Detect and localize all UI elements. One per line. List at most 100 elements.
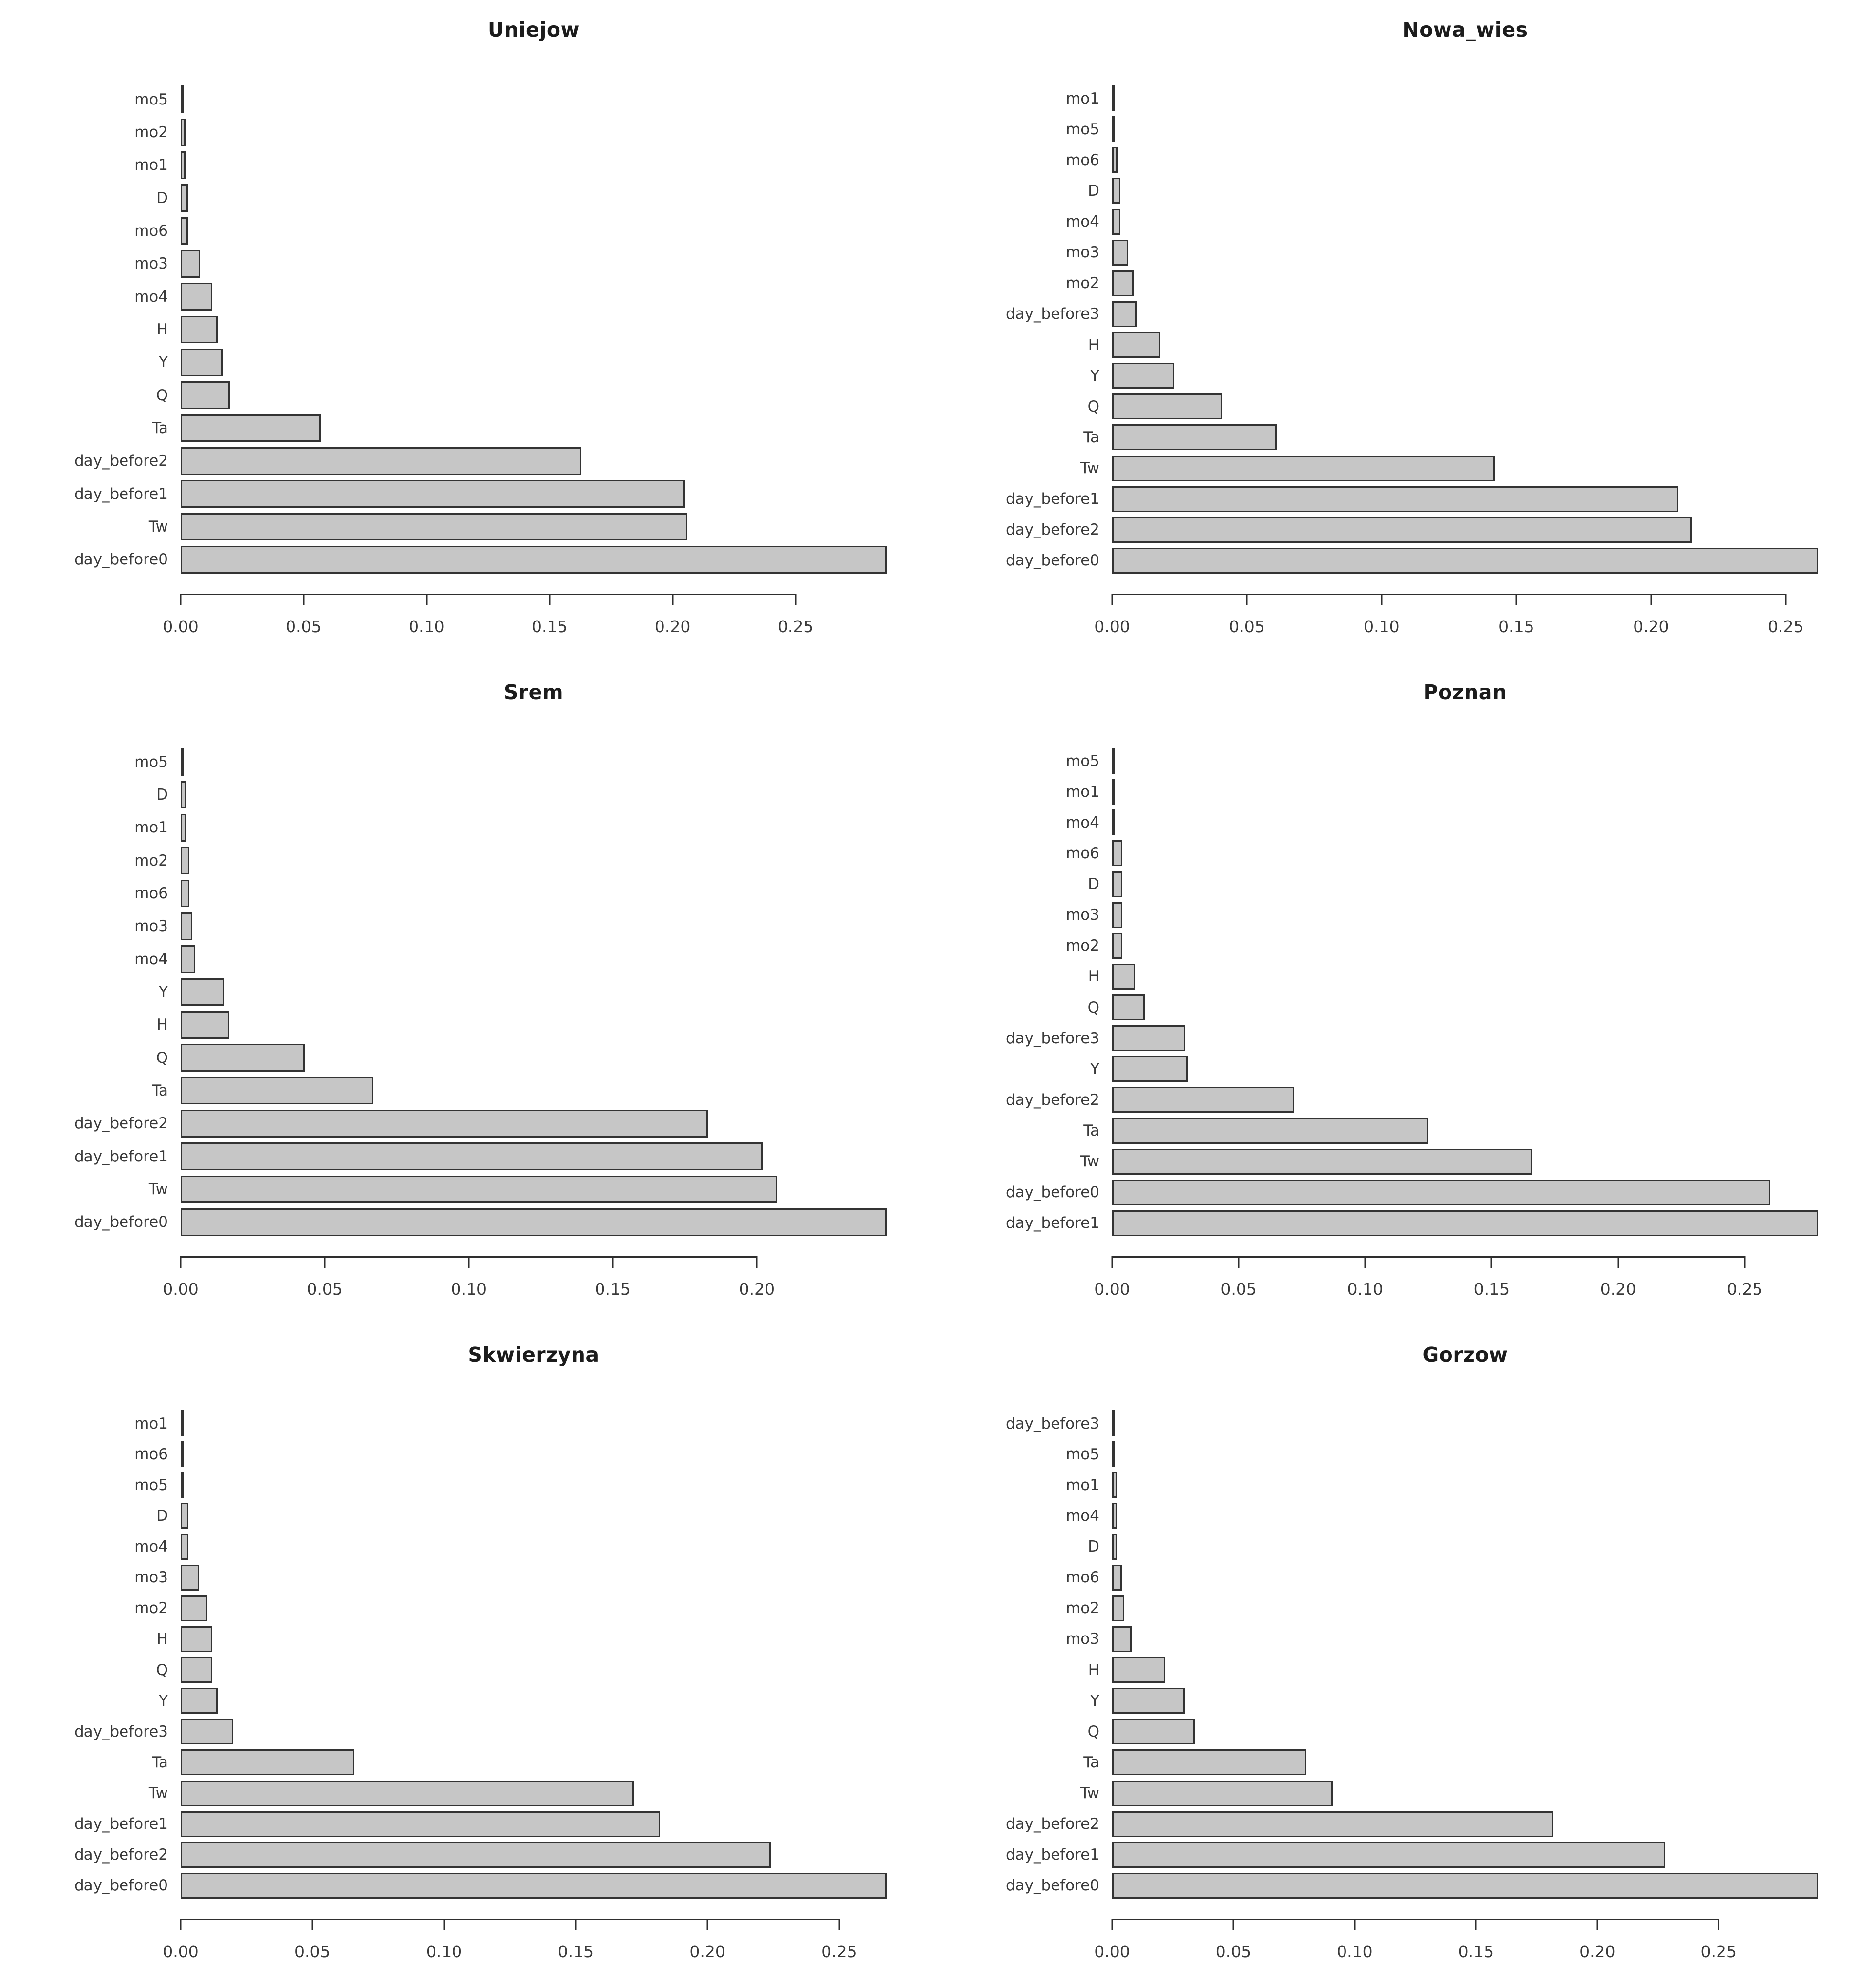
bar-row: Ta — [956, 1116, 1818, 1146]
bar-H — [1112, 963, 1135, 990]
axis-tick — [575, 1919, 577, 1930]
bar-row: mo1 — [24, 1408, 887, 1439]
bar-row: mo1 — [24, 811, 887, 844]
bar-label-mo5: mo5 — [134, 1476, 168, 1494]
bar-row: mo4 — [24, 280, 887, 313]
bar-track — [1112, 1439, 1818, 1470]
bar-label-Q: Q — [1087, 1722, 1099, 1740]
bar-mo1 — [181, 1410, 184, 1437]
bar-Tw — [181, 1780, 634, 1806]
bar-row: day_before1 — [24, 1140, 887, 1173]
bar-day_before3 — [1112, 1410, 1115, 1437]
bar-row: mo5 — [24, 1470, 887, 1500]
bar-row: day_before1 — [956, 484, 1818, 515]
bar-label-Ta: Ta — [152, 419, 168, 437]
bar-label-Tw: Tw — [1080, 1153, 1099, 1171]
axis-tick — [1475, 1919, 1477, 1930]
bar-track — [181, 1074, 887, 1107]
bar-row: day_before0 — [956, 1177, 1818, 1208]
bar-row: mo5 — [24, 83, 887, 116]
bar-row: Y — [956, 1054, 1818, 1084]
x-axis: 0.00 0.05 0.10 0.15 0.20 0.25 — [163, 1919, 887, 1982]
bar-track — [1112, 1747, 1818, 1778]
bar-track — [181, 379, 887, 412]
bar-row: H — [956, 961, 1818, 992]
bar-row: Q — [24, 1041, 887, 1074]
bar-row: Tw — [24, 1778, 887, 1809]
bar-label-day_before3: day_before3 — [74, 1722, 168, 1740]
bar-label-Tw: Tw — [148, 1784, 168, 1802]
bar-track — [181, 1562, 887, 1593]
bar-label-D: D — [156, 1507, 168, 1525]
bar-row: Q — [956, 391, 1818, 422]
bar-row: mo1 — [956, 776, 1818, 807]
bar-track — [1112, 1593, 1818, 1624]
bar-mo4 — [1112, 809, 1115, 836]
bar-mo5 — [1112, 748, 1115, 774]
bar-label-day_before1: day_before1 — [74, 1147, 168, 1165]
bar-row: day_before1 — [956, 1840, 1818, 1870]
bar-track — [181, 1532, 887, 1562]
bar-row: mo3 — [956, 237, 1818, 268]
bar-track — [181, 1041, 887, 1074]
bar-label-mo6: mo6 — [1066, 151, 1099, 169]
bar-label-H: H — [1088, 968, 1099, 986]
bar-label-Y: Y — [159, 1692, 168, 1710]
bar-label-Tw: Tw — [148, 1180, 168, 1198]
bar-track — [181, 280, 887, 313]
bar-label-day_before1: day_before1 — [74, 485, 168, 503]
bar-track — [181, 746, 887, 778]
bar-mo6 — [1112, 840, 1122, 867]
axis-tick — [1238, 1256, 1240, 1268]
bar-row: Q — [956, 992, 1818, 1023]
bar-label-mo3: mo3 — [1066, 906, 1099, 924]
bar-row: mo3 — [956, 900, 1818, 931]
bar-day_before1 — [181, 480, 685, 508]
bar-label-Q: Q — [156, 1661, 168, 1679]
bar-track — [181, 1624, 887, 1655]
axis-tick-label: 0.00 — [163, 617, 199, 636]
bar-label-day_before2: day_before2 — [1005, 521, 1099, 539]
bar-track — [1112, 1778, 1818, 1809]
axis-tick-label: 0.20 — [654, 617, 691, 636]
bar-row: mo6 — [24, 214, 887, 247]
bar-label-Tw: Tw — [1080, 1784, 1099, 1802]
bar-label-H: H — [156, 1016, 168, 1034]
bar-track — [181, 1778, 887, 1809]
bar-label-Q: Q — [156, 1049, 168, 1067]
axis-tick — [1111, 1256, 1113, 1268]
bar-D — [1112, 1533, 1117, 1560]
bar-H — [181, 315, 218, 344]
bar-label-D: D — [1088, 1538, 1099, 1556]
axis-tick — [1596, 1919, 1598, 1930]
bar-track — [181, 1009, 887, 1041]
bar-label-mo5: mo5 — [1066, 752, 1099, 770]
bar-row: Q — [956, 1716, 1818, 1747]
axis-tick-label: 0.20 — [1579, 1942, 1615, 1961]
axis-tick-label: 0.25 — [1726, 1280, 1763, 1299]
bar-row: mo5 — [956, 1439, 1818, 1470]
bar-day_before1 — [1112, 1210, 1818, 1236]
bar-track — [181, 1408, 887, 1439]
bar-mo5 — [181, 748, 184, 776]
axis-tick-label: 0.05 — [307, 1280, 343, 1299]
bar-track — [181, 1206, 887, 1239]
axis-tick-label: 0.15 — [558, 1942, 594, 1961]
axis-tick-label: 0.10 — [451, 1280, 487, 1299]
bar-track — [1112, 1177, 1818, 1208]
bar-mo6 — [1112, 147, 1118, 173]
bar-day_before1 — [181, 1142, 763, 1170]
axis-tick-label: 0.00 — [163, 1280, 199, 1299]
bar-track — [1112, 931, 1818, 961]
bar-label-mo6: mo6 — [1066, 1569, 1099, 1587]
bar-label-mo1: mo1 — [1066, 89, 1099, 107]
bar-row: Tw — [956, 1778, 1818, 1809]
bar-row: day_before2 — [24, 1840, 887, 1870]
bar-row: Y — [956, 1685, 1818, 1716]
bar-track — [181, 116, 887, 148]
bar-label-mo5: mo5 — [134, 753, 168, 771]
axis-tick-label: 0.20 — [689, 1942, 725, 1961]
